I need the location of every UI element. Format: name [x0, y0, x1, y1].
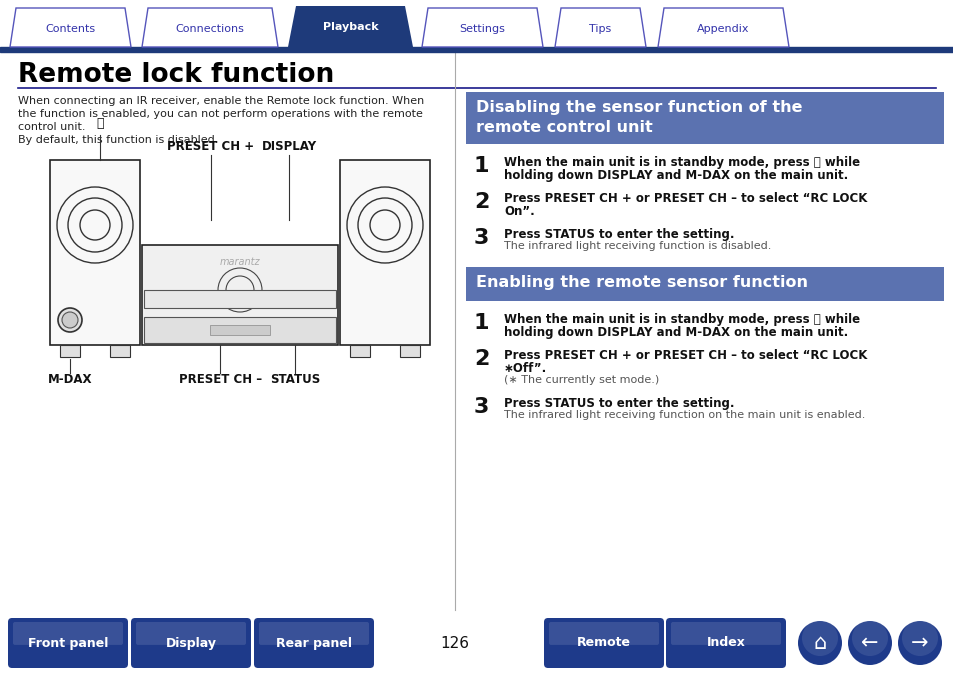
Polygon shape [10, 8, 131, 47]
Text: 2: 2 [474, 349, 489, 369]
Bar [210, 325, 270, 335]
Bar [399, 345, 419, 357]
FancyBboxPatch shape [253, 618, 374, 668]
Text: On”.: On”. [503, 205, 535, 218]
Bar [144, 317, 335, 343]
Text: 1: 1 [474, 156, 489, 176]
Text: Remote lock function: Remote lock function [18, 62, 334, 88]
Text: Contents: Contents [46, 24, 95, 34]
Bar [465, 92, 943, 144]
Text: Index: Index [706, 637, 744, 649]
Text: 126: 126 [440, 635, 469, 651]
Text: Remote: Remote [577, 637, 630, 649]
Text: Disabling the sensor function of the: Disabling the sensor function of the [476, 100, 801, 115]
FancyBboxPatch shape [8, 618, 128, 668]
Text: Press PRESET CH + or PRESET CH – to select “RC LOCK: Press PRESET CH + or PRESET CH – to sele… [503, 192, 866, 205]
Text: Press STATUS to enter the setting.: Press STATUS to enter the setting. [503, 397, 734, 410]
Text: 1: 1 [474, 313, 489, 333]
FancyBboxPatch shape [258, 622, 369, 645]
Text: Appendix: Appendix [697, 24, 749, 34]
FancyBboxPatch shape [665, 618, 785, 668]
Text: 3: 3 [474, 228, 489, 248]
Text: Display: Display [165, 637, 216, 649]
Bar [142, 245, 337, 345]
Text: The infrared light receiving function on the main unit is enabled.: The infrared light receiving function on… [503, 410, 864, 420]
Polygon shape [555, 8, 645, 47]
Text: Playback: Playback [322, 22, 378, 32]
Bar [50, 160, 140, 345]
Circle shape [897, 621, 941, 665]
Bar [110, 345, 130, 357]
Text: Press STATUS to enter the setting.: Press STATUS to enter the setting. [503, 228, 734, 241]
Circle shape [801, 620, 837, 656]
Polygon shape [288, 6, 413, 47]
Bar [465, 267, 943, 301]
Text: (∗ The currently set mode.): (∗ The currently set mode.) [503, 375, 659, 385]
FancyBboxPatch shape [548, 622, 659, 645]
Circle shape [847, 621, 891, 665]
Circle shape [58, 308, 82, 332]
Text: Press PRESET CH + or PRESET CH – to select “RC LOCK: Press PRESET CH + or PRESET CH – to sele… [503, 349, 866, 362]
Text: holding down DISPLAY and M-DAX on the main unit.: holding down DISPLAY and M-DAX on the ma… [503, 169, 847, 182]
Text: control unit.: control unit. [18, 122, 86, 132]
Text: PRESET CH +: PRESET CH + [167, 140, 253, 153]
Text: ⌂: ⌂ [813, 633, 825, 653]
Text: holding down DISPLAY and M-DAX on the main unit.: holding down DISPLAY and M-DAX on the ma… [503, 326, 847, 339]
Polygon shape [421, 8, 542, 47]
Text: By default, this function is disabled.: By default, this function is disabled. [18, 135, 218, 145]
Text: Settings: Settings [459, 24, 505, 34]
Text: DISPLAY: DISPLAY [261, 140, 316, 153]
Circle shape [62, 312, 78, 328]
Text: Front panel: Front panel [28, 637, 108, 649]
Text: Tips: Tips [589, 24, 611, 34]
FancyBboxPatch shape [670, 622, 781, 645]
Text: ∗Off”.: ∗Off”. [503, 362, 547, 375]
Text: the function is enabled, you can not perform operations with the remote: the function is enabled, you can not per… [18, 109, 422, 119]
Text: remote control unit: remote control unit [476, 120, 652, 135]
Text: marantz: marantz [219, 257, 260, 267]
Polygon shape [658, 8, 788, 47]
Bar [0, 616, 953, 673]
Text: When the main unit is in standby mode, press ⏻ while: When the main unit is in standby mode, p… [503, 313, 860, 326]
Text: STATUS: STATUS [270, 373, 319, 386]
Bar [144, 290, 335, 308]
Bar [339, 160, 430, 345]
Text: When the main unit is in standby mode, press ⏻ while: When the main unit is in standby mode, p… [503, 156, 860, 169]
Bar [0, 47, 953, 52]
Text: →: → [910, 633, 928, 653]
Bar [60, 345, 80, 357]
Bar [350, 345, 370, 357]
Text: When connecting an IR receiver, enable the Remote lock function. When: When connecting an IR receiver, enable t… [18, 96, 424, 106]
FancyBboxPatch shape [543, 618, 663, 668]
Polygon shape [142, 8, 277, 47]
Text: The infrared light receiving function is disabled.: The infrared light receiving function is… [503, 241, 771, 251]
FancyBboxPatch shape [13, 622, 123, 645]
FancyBboxPatch shape [136, 622, 246, 645]
Text: ⏻: ⏻ [96, 117, 104, 130]
Text: PRESET CH –: PRESET CH – [178, 373, 262, 386]
Circle shape [901, 620, 937, 656]
Text: Enabling the remote sensor function: Enabling the remote sensor function [476, 275, 807, 290]
Circle shape [851, 620, 887, 656]
Text: ←: ← [861, 633, 878, 653]
Text: Connections: Connections [175, 24, 244, 34]
Text: M-DAX: M-DAX [48, 373, 92, 386]
Text: Rear panel: Rear panel [275, 637, 352, 649]
Text: 3: 3 [474, 397, 489, 417]
Circle shape [797, 621, 841, 665]
Text: 2: 2 [474, 192, 489, 212]
FancyBboxPatch shape [131, 618, 251, 668]
